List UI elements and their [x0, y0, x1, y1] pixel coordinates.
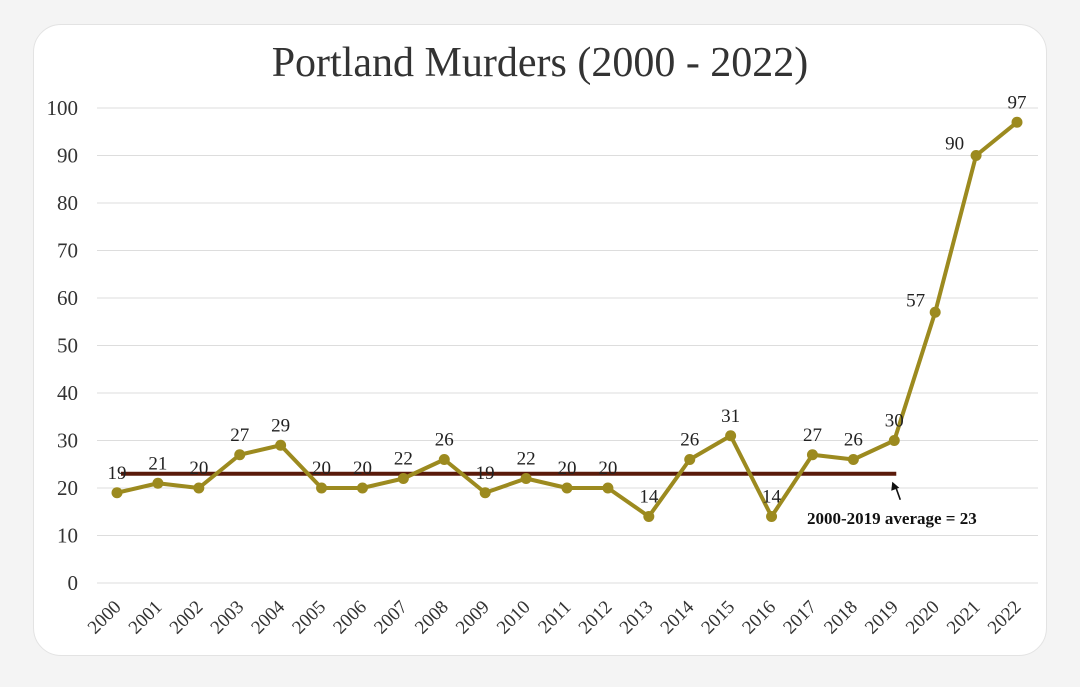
data-point — [111, 487, 123, 499]
data-label: 20 — [312, 458, 331, 479]
data-point — [929, 306, 941, 318]
x-tick-label: 2019 — [861, 597, 903, 639]
data-label: 22 — [517, 449, 536, 470]
data-label: 26 — [844, 430, 863, 451]
y-tick-label: 50 — [57, 334, 78, 358]
y-tick-label: 30 — [57, 429, 78, 453]
data-point — [888, 435, 900, 446]
data-point — [397, 473, 409, 484]
data-label: 19 — [476, 463, 495, 484]
data-points — [111, 116, 1023, 522]
data-label: 27 — [230, 425, 249, 446]
x-tick-label: 2013 — [616, 597, 658, 639]
data-label: 31 — [721, 406, 740, 427]
x-tick-label: 2007 — [370, 597, 412, 639]
x-tick-label: 2003 — [207, 597, 249, 639]
data-point — [1011, 116, 1023, 128]
data-point — [275, 439, 287, 451]
y-tick-label: 100 — [47, 96, 79, 120]
gridlines — [97, 107, 1038, 584]
data-point — [970, 150, 982, 161]
data-label: 21 — [148, 453, 167, 474]
data-label: 14 — [762, 487, 782, 508]
x-tick-label: 2004 — [247, 596, 289, 638]
x-tick-label: 2001 — [125, 597, 167, 639]
x-tick-label: 2006 — [329, 597, 371, 639]
x-tick-label: 2009 — [452, 597, 494, 639]
data-label: 97 — [1008, 92, 1027, 113]
average-annotation: 2000-2019 average = 23 — [807, 481, 977, 528]
data-point — [766, 511, 778, 522]
y-tick-label: 90 — [57, 144, 78, 168]
y-tick-label: 0 — [68, 571, 79, 595]
x-tick-label: 2016 — [738, 597, 780, 639]
data-point — [602, 482, 614, 494]
x-tick-label: 2015 — [697, 597, 739, 639]
y-tick-label: 20 — [57, 476, 78, 500]
data-point — [234, 449, 246, 461]
y-tick-label: 60 — [57, 286, 78, 310]
x-tick-label: 2011 — [534, 597, 575, 638]
data-point — [356, 482, 368, 494]
x-tick-label: 2018 — [820, 597, 862, 639]
data-point — [152, 477, 164, 489]
y-tick-label: 80 — [57, 191, 78, 215]
data-labels: 19 21 20 27 29 20 20 22 26 19 22 20 20 14 26 31 14 27 26 30… — [108, 92, 1027, 507]
data-label: 29 — [271, 415, 290, 436]
x-tick-label: 2002 — [166, 597, 208, 639]
data-point — [438, 454, 450, 465]
data-label: 20 — [353, 458, 372, 479]
data-point — [806, 449, 818, 461]
data-point — [684, 454, 696, 465]
data-label: 20 — [558, 458, 577, 479]
x-tick-label: 2021 — [943, 597, 985, 639]
y-tick-label: 70 — [57, 239, 78, 263]
annotation-arrowhead — [891, 481, 900, 491]
y-tick-label: 10 — [57, 524, 78, 548]
average-annotation-label: 2000-2019 average = 23 — [807, 509, 977, 528]
data-label: 19 — [108, 463, 127, 484]
data-point — [193, 482, 205, 494]
x-tick-label: 2014 — [657, 596, 699, 638]
x-tick-label: 2022 — [984, 597, 1026, 639]
data-label: 14 — [639, 487, 659, 508]
data-point — [847, 454, 859, 465]
x-tick-label: 2020 — [902, 597, 944, 639]
data-point — [479, 487, 491, 499]
data-label: 20 — [598, 458, 617, 479]
x-tick-label: 2000 — [84, 597, 126, 639]
data-point — [643, 511, 655, 522]
data-label: 27 — [803, 425, 822, 446]
data-label: 90 — [945, 134, 964, 155]
data-label: 26 — [680, 430, 699, 451]
x-tick-label: 2005 — [288, 597, 330, 639]
x-tick-label: 2008 — [411, 597, 453, 639]
data-point — [725, 430, 737, 442]
data-label: 57 — [906, 290, 925, 311]
data-label: 30 — [885, 411, 904, 432]
x-tick-label: 2012 — [575, 597, 617, 639]
chart-card — [33, 24, 1047, 656]
y-axis-ticks: 0 10 20 30 40 50 60 70 80 90 100 — [47, 96, 79, 595]
data-label: 20 — [189, 458, 208, 479]
data-label: 26 — [435, 430, 454, 451]
data-point — [520, 473, 532, 484]
data-label: 22 — [394, 449, 413, 470]
y-tick-label: 40 — [57, 381, 78, 405]
data-point — [316, 482, 328, 494]
x-tick-label: 2010 — [493, 597, 535, 639]
chart-title: Portland Murders (2000 - 2022) — [272, 40, 809, 86]
x-tick-label: 2017 — [779, 597, 821, 639]
data-point — [561, 482, 573, 494]
x-axis-ticks: 2000 2001 2002 2003 2004 2005 2006 2007 2008 2009… — [84, 596, 1026, 638]
